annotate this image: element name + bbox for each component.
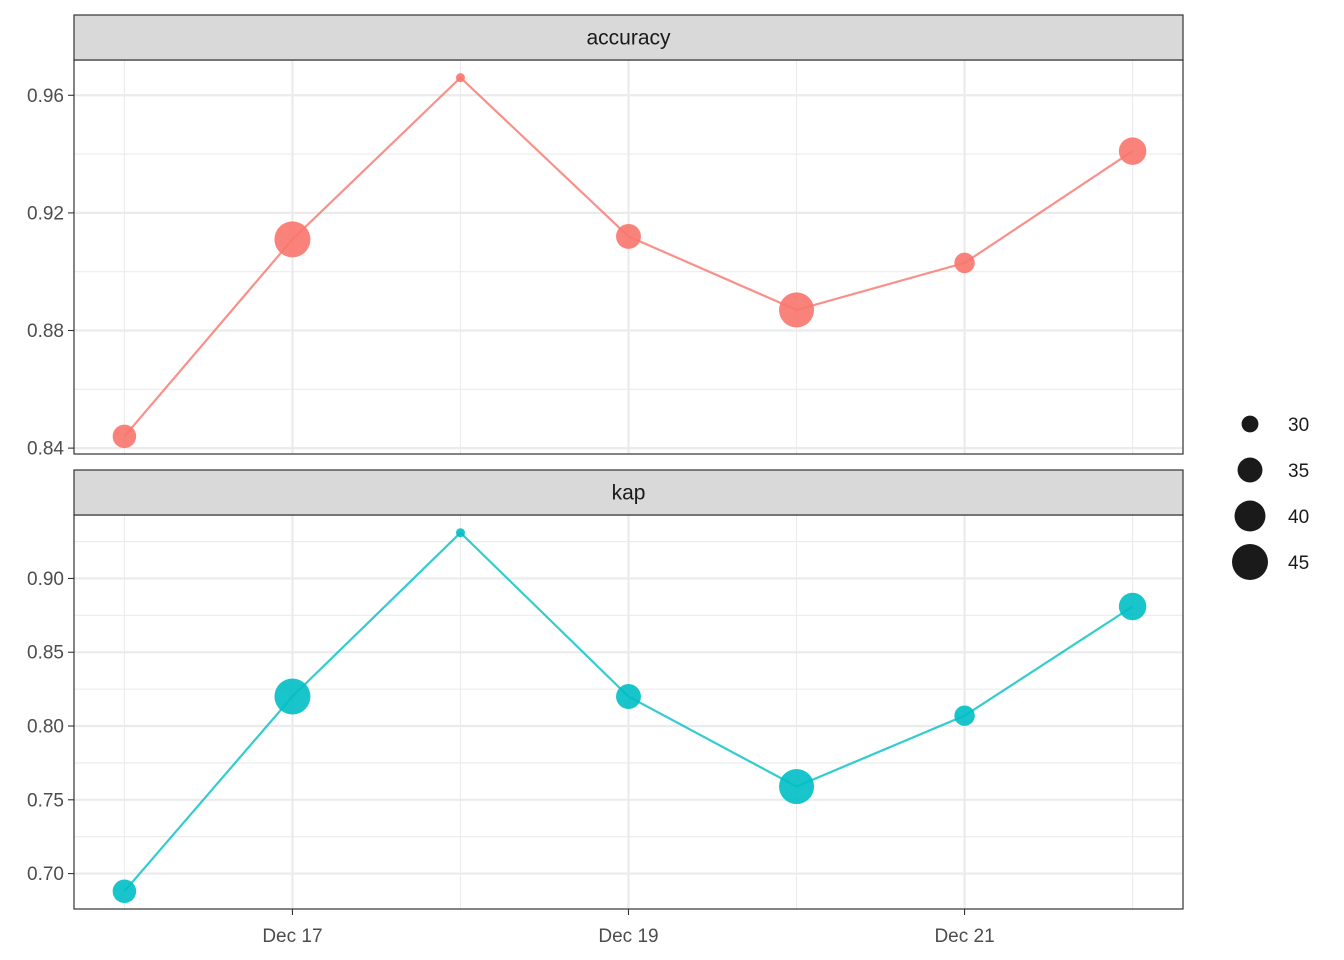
data-point-kap	[455, 528, 465, 538]
facet-strip-accuracy: accuracy	[73, 14, 1184, 61]
grid-lines	[74, 60, 1183, 454]
legend-key-point	[1237, 457, 1263, 483]
y-tick-label: 0.70	[27, 864, 64, 885]
y-tick-label: 0.90	[27, 569, 64, 590]
y-tick-label: 0.88	[27, 321, 64, 342]
y-tick-label: 0.96	[27, 86, 64, 107]
grid-lines	[74, 515, 1183, 909]
panel-accuracy: 0.84 0.88 0.92 0.96 accuracy	[27, 14, 1184, 460]
data-point-kap	[779, 768, 815, 805]
facet-strip-kap: kap	[73, 469, 1184, 516]
x-axis: Dec 17 Dec 19 Dec 21	[262, 909, 995, 947]
x-tick-label: Dec 17	[262, 926, 322, 947]
size-legend: 30 35 40 45	[1232, 415, 1309, 580]
y-axis-kap: 0.70 0.75 0.80 0.85 0.90	[27, 569, 74, 885]
legend-entry-30: 30	[1241, 415, 1309, 436]
legend-key-point	[1241, 415, 1259, 433]
data-point-accuracy	[616, 223, 641, 249]
legend-label: 40	[1288, 507, 1309, 528]
facet-strip-background	[73, 14, 1184, 61]
y-tick-label: 0.85	[27, 643, 64, 664]
data-point-accuracy	[779, 292, 815, 328]
data-point-accuracy	[112, 424, 137, 449]
data-point-kap	[954, 705, 975, 726]
data-point-kap	[1118, 592, 1147, 621]
x-tick-label: Dec 21	[934, 926, 994, 947]
legend-entry-35: 35	[1237, 457, 1309, 483]
y-tick-label: 0.84	[27, 439, 64, 460]
data-point-accuracy	[274, 221, 311, 258]
y-tick-label: 0.92	[27, 203, 64, 224]
data-point-accuracy	[1118, 137, 1147, 165]
facet-strip-label: accuracy	[586, 27, 671, 50]
data-point-kap	[616, 684, 641, 709]
y-tick-label: 0.75	[27, 790, 64, 811]
legend-label: 45	[1288, 553, 1309, 574]
x-tick-label: Dec 19	[598, 926, 658, 947]
facet-strip-background	[73, 469, 1184, 516]
facet-strip-label: kap	[612, 482, 646, 505]
legend-entry-45: 45	[1232, 544, 1309, 580]
data-point-accuracy	[455, 73, 465, 83]
panel-kap: 0.70 0.75 0.80 0.85 0.90 kap	[27, 469, 1184, 910]
legend-label: 35	[1288, 461, 1309, 482]
legend-key-point	[1232, 544, 1268, 580]
data-point-accuracy	[954, 252, 975, 274]
data-point-kap	[274, 678, 311, 715]
panels-layer: 0.84 0.88 0.92 0.96 accuracy 0.70 0.75 0.80 0.85…	[27, 14, 1184, 910]
y-tick-label: 0.80	[27, 717, 64, 738]
y-axis-accuracy: 0.84 0.88 0.92 0.96	[27, 86, 74, 460]
legend-label: 30	[1288, 415, 1309, 436]
legend-key-point	[1234, 500, 1266, 532]
data-point-kap	[112, 879, 137, 904]
legend-entry-40: 40	[1234, 500, 1309, 532]
